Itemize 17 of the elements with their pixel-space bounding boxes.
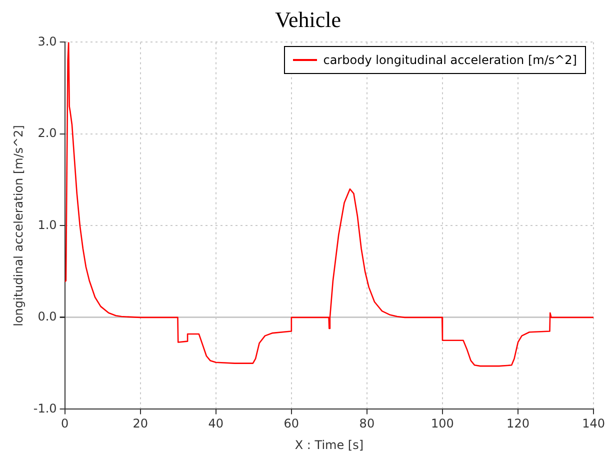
x-tick-label: 0 bbox=[60, 416, 69, 431]
x-tick-label: 20 bbox=[132, 416, 148, 431]
y-tick-label: 1.0 bbox=[38, 218, 57, 232]
x-tick-label: 100 bbox=[431, 416, 454, 431]
x-tick-label: 40 bbox=[208, 416, 224, 431]
x-tick-label: 120 bbox=[506, 416, 530, 431]
x-tick-label: 80 bbox=[359, 416, 375, 431]
y-axis-title: longitudinal acceleration [m/s^2] bbox=[11, 125, 26, 326]
chart-title: Vehicle bbox=[274, 7, 342, 32]
y-tick-label: 2.0 bbox=[38, 126, 57, 140]
x-axis-title: X : Time [s] bbox=[294, 438, 364, 452]
legend-label: carbody longitudinal acceleration [m/s^2] bbox=[323, 53, 577, 67]
y-tick-label: -1.0 bbox=[33, 401, 57, 416]
y-tick-label: 0.0 bbox=[38, 310, 57, 324]
y-tick-label: 3.0 bbox=[38, 34, 57, 48]
x-tick-label: 140 bbox=[582, 416, 605, 431]
x-tick-label: 60 bbox=[284, 416, 300, 431]
